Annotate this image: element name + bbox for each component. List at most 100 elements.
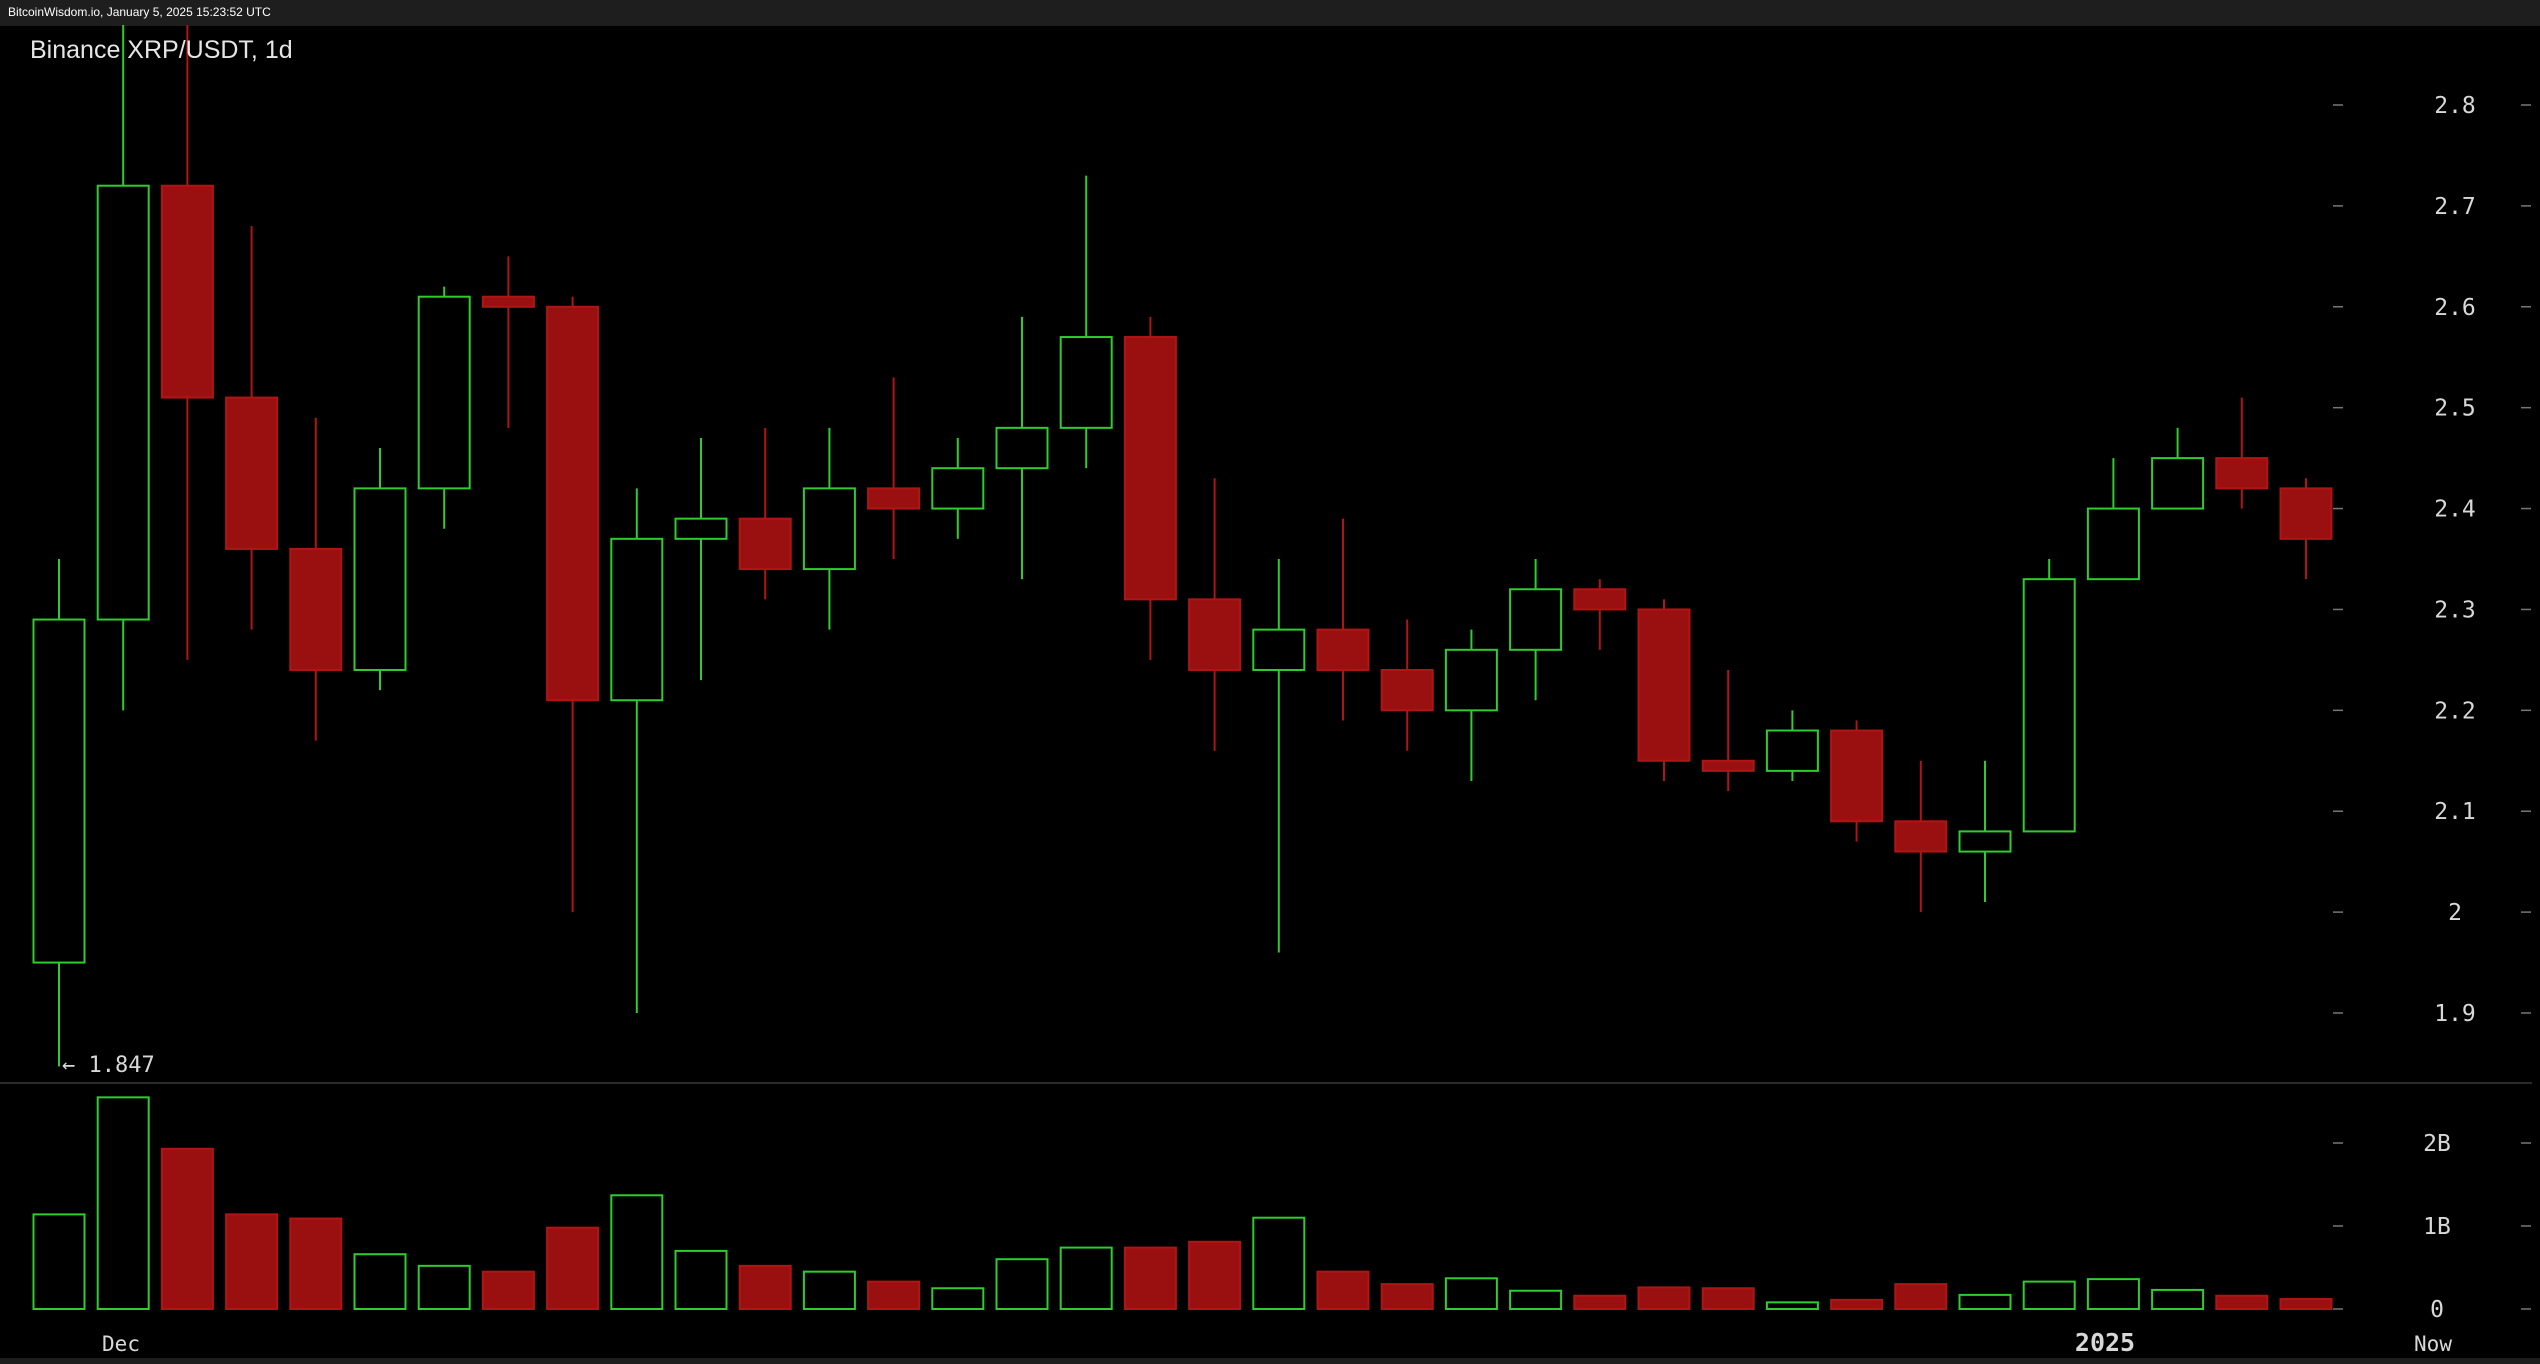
- price-tick-label: 2.5: [2434, 396, 2476, 422]
- volume-bar: [1894, 1283, 1948, 1310]
- candle: [2151, 427, 2205, 510]
- candle-body: [867, 487, 921, 510]
- volume-bar: [289, 1217, 343, 1311]
- candle: [32, 559, 86, 1067]
- candle-body: [2086, 507, 2140, 581]
- candle: [867, 377, 921, 559]
- volume-bar: [96, 1096, 150, 1310]
- candle-body: [1059, 336, 1113, 429]
- candle: [96, 25, 150, 711]
- candle-body: [1765, 729, 1819, 772]
- candle: [353, 448, 407, 691]
- price-tick-label: 2.8: [2434, 93, 2476, 119]
- candle-body: [160, 184, 214, 399]
- price-tick-label: 2.3: [2434, 597, 2476, 623]
- volume-bars: [32, 1096, 2333, 1311]
- candle: [417, 286, 471, 529]
- candle: [1509, 559, 1563, 701]
- candle: [610, 488, 664, 1013]
- candle: [802, 427, 856, 630]
- volume-bar: [417, 1264, 471, 1310]
- time-label: Dec: [102, 1332, 140, 1356]
- candle: [2215, 397, 2269, 509]
- volume-bar: [867, 1280, 921, 1310]
- candle: [2022, 559, 2076, 833]
- candle-body: [1701, 759, 1755, 772]
- volume-bar: [738, 1264, 792, 1310]
- candle-body: [931, 467, 985, 510]
- candle: [1188, 478, 1242, 751]
- time-label: 2025: [2075, 1328, 2135, 1357]
- volume-bar: [1188, 1240, 1242, 1311]
- candle: [2086, 458, 2140, 581]
- volume-axis: 2B 1B 0: [2333, 1131, 2531, 1323]
- candle: [1637, 599, 1691, 781]
- candle-body: [353, 487, 407, 671]
- candle-body: [289, 547, 343, 671]
- price-tick-label: 2.1: [2434, 799, 2476, 825]
- candle: [1059, 175, 1113, 469]
- candle-body: [32, 618, 86, 964]
- candle-body: [1958, 830, 2012, 853]
- volume-bar: [1444, 1277, 1498, 1311]
- volume-bar: [1380, 1283, 1434, 1310]
- volume-bar: [995, 1258, 1049, 1310]
- volume-bar: [353, 1253, 407, 1310]
- candle: [1380, 619, 1434, 751]
- candle-body: [1509, 588, 1563, 651]
- candle: [1894, 760, 1948, 913]
- top-bar: BitcoinWisdom.io, January 5, 2025 15:23:…: [0, 0, 2540, 26]
- candle-body: [1573, 588, 1627, 611]
- candle: [1316, 518, 1370, 721]
- candle-body: [738, 517, 792, 571]
- candle: [289, 417, 343, 741]
- volume-bar: [1701, 1287, 1755, 1310]
- candle-body: [674, 517, 728, 540]
- chart-panel: [0, 26, 2540, 1358]
- volume-bar: [802, 1270, 856, 1311]
- candle-body: [225, 396, 279, 550]
- low-annotation: ← 1.847: [62, 1053, 155, 1078]
- candle: [1252, 559, 1306, 953]
- candle-body: [802, 487, 856, 571]
- bottom-border: [0, 1358, 2540, 1364]
- time-label: Now: [2414, 1332, 2452, 1356]
- price-tick-label: 2.7: [2434, 194, 2476, 220]
- candle-body: [1830, 729, 1884, 823]
- volume-bar: [2086, 1278, 2140, 1310]
- candle: [1444, 629, 1498, 781]
- volume-bar: [1509, 1289, 1563, 1310]
- volume-tick-label: 0: [2430, 1297, 2444, 1323]
- candle: [2279, 478, 2333, 580]
- candle: [738, 427, 792, 600]
- candle-body: [417, 295, 471, 490]
- candle: [1830, 720, 1884, 842]
- candle-body: [2279, 487, 2333, 540]
- candle: [1765, 710, 1819, 781]
- volume-bar: [2215, 1294, 2269, 1310]
- candle-body: [1894, 820, 1948, 853]
- candle-body: [96, 184, 150, 621]
- price-axis: 2.8 2.7 2.6 2.5 2.4 2.3 2.2 2.1 2 1.9: [2333, 93, 2531, 1027]
- volume-bar: [1765, 1301, 1819, 1310]
- candle-body: [2215, 457, 2269, 490]
- low-annotation-label: ← 1.847: [62, 1053, 155, 1078]
- candle-body: [481, 295, 535, 308]
- price-tick-label: 2.2: [2434, 698, 2476, 724]
- volume-tick-label: 2B: [2423, 1131, 2451, 1157]
- price-tick-label: 2: [2448, 900, 2462, 926]
- candle-body: [1380, 668, 1434, 712]
- candle-body: [610, 537, 664, 702]
- volume-bar: [610, 1194, 664, 1311]
- volume-bar: [674, 1249, 728, 1311]
- candle-body: [1444, 648, 1498, 712]
- volume-bar: [1573, 1294, 1627, 1310]
- price-tick-label: 2.6: [2434, 295, 2476, 321]
- candle-body: [2022, 578, 2076, 833]
- candle-body: [1123, 336, 1177, 601]
- candle: [931, 437, 985, 539]
- volume-bar: [546, 1226, 600, 1311]
- volume-bar: [1958, 1293, 2012, 1311]
- volume-bar: [1637, 1286, 1691, 1311]
